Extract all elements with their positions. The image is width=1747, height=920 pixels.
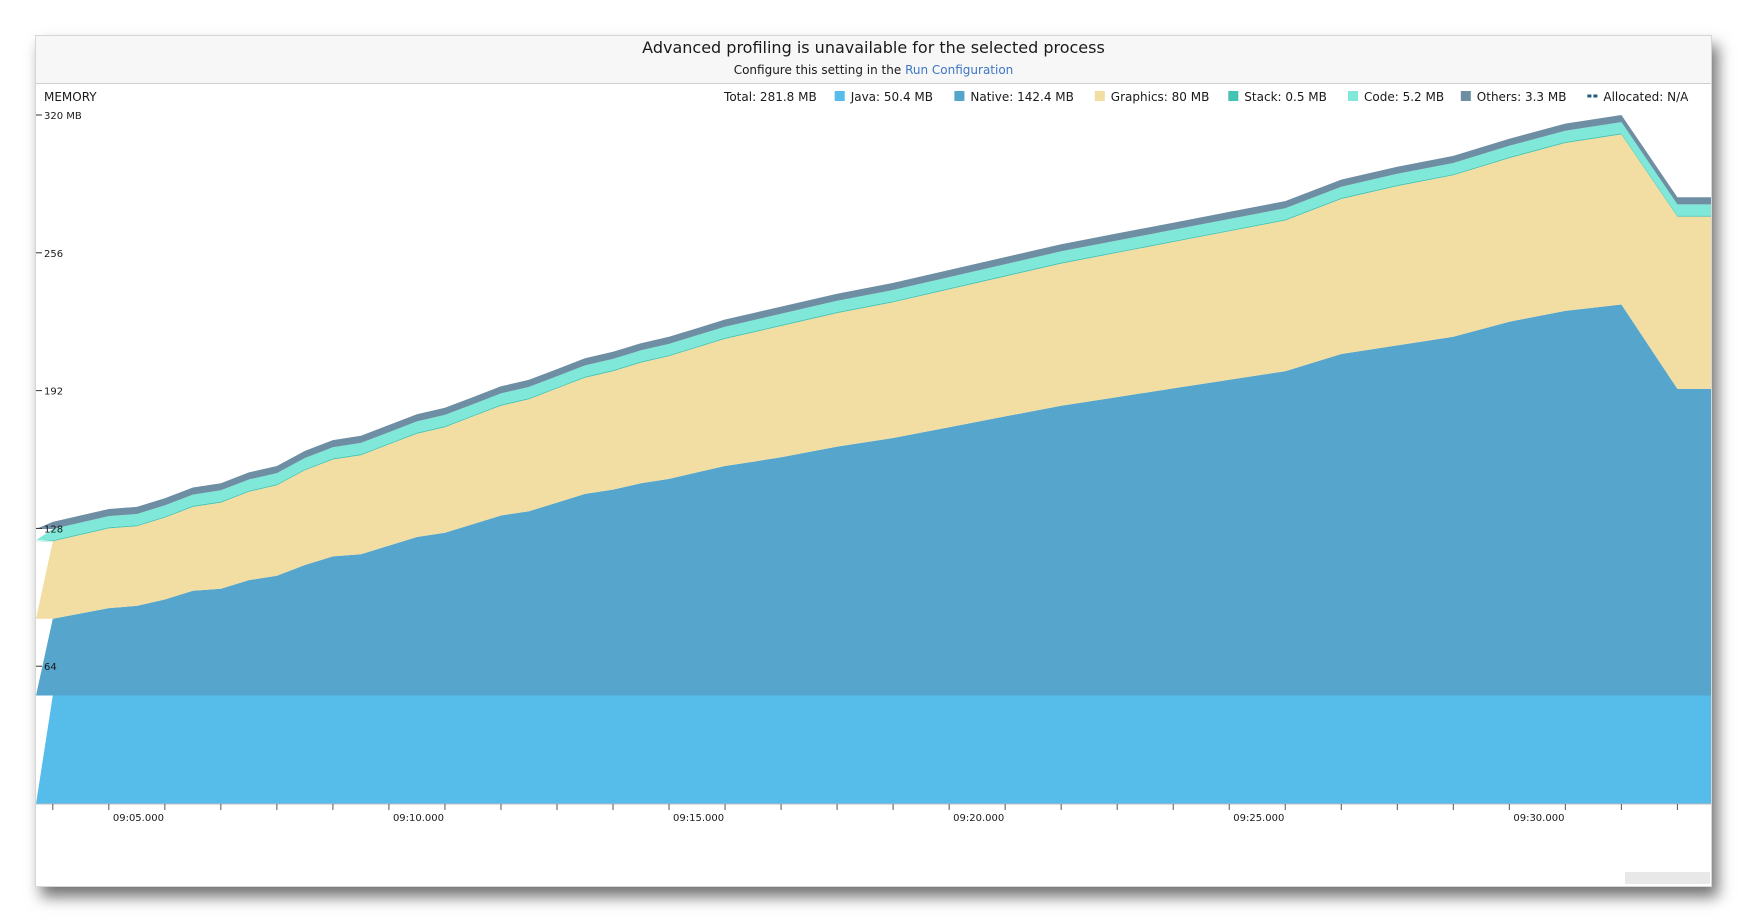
x-tick-label: 09:15.000 <box>673 813 724 824</box>
x-tick-label: 09:10.000 <box>393 813 444 824</box>
legend-item-stack: Stack: 0.5 MB <box>1228 90 1327 104</box>
legend-item-allocated: Allocated: N/A <box>1587 90 1689 104</box>
x-tick-label: 09:25.000 <box>1233 813 1284 824</box>
square-swatch-icon <box>1228 91 1239 101</box>
chart-legend: Total: 281.8 MB Allocated: N/A Others: 3.… <box>723 90 1689 104</box>
square-swatch-icon <box>954 91 965 101</box>
square-swatch-icon <box>1348 91 1358 101</box>
x-tick-label: 09:20.000 <box>953 813 1004 824</box>
legend-item-graphics: Graphics: 80 MB <box>1094 90 1210 104</box>
legend-item-native: Native: 142.4 MB <box>954 90 1074 104</box>
timeline-scrollbar[interactable] <box>1625 872 1710 884</box>
square-swatch-icon <box>1094 91 1105 101</box>
square-swatch-icon <box>834 91 845 101</box>
banner-subtitle-text: Configure this setting in the <box>733 63 902 77</box>
y-axis: 64 128 192 256 320 MB <box>36 111 82 673</box>
legend-item-label: Graphics: 80 MB <box>1111 90 1210 104</box>
banner-title: Advanced profiling is unavailable for th… <box>642 38 1105 57</box>
legend-item-others: Others: 3.3 MB <box>1460 90 1567 104</box>
legend-item-java: Java: 50.4 MB <box>834 90 933 104</box>
area-graphics <box>36 134 1711 619</box>
legend-item-label: Stack: 0.5 MB <box>1244 90 1327 104</box>
banner-subtitle: Configure this setting in the Run Config… <box>36 63 1711 77</box>
legend-item-label: Native: 142.4 MB <box>970 90 1073 104</box>
legend-item-label: Others: 3.3 MB <box>1477 90 1567 104</box>
area-others <box>36 115 1711 529</box>
area-native <box>36 304 1711 696</box>
memory-areas <box>36 115 1711 804</box>
y-tick-label: 128 <box>44 524 63 535</box>
x-tick-label: 09:30.000 <box>1513 813 1564 824</box>
square-swatch-icon <box>1460 91 1471 101</box>
memory-chart: MEMORY Total: 281.8 MB Allocated: N/A Oth… <box>36 90 1711 884</box>
legend-item-code: Code: 5.2 MB <box>1348 90 1444 104</box>
profiling-unavailable-banner: Advanced profiling is unavailable for th… <box>36 36 1711 84</box>
legend-item-label: Allocated: N/A <box>1603 90 1689 104</box>
y-tick-label: 192 <box>44 387 63 398</box>
area-code <box>36 122 1711 541</box>
x-axis: 09:05.000 09:10.000 09:15.000 09:20.000 09:2… <box>36 803 1711 824</box>
y-tick-label: 64 <box>44 662 57 673</box>
legend-total: Total: 281.8 MB <box>723 90 817 104</box>
legend-item-label: Java: 50.4 MB <box>850 90 933 104</box>
y-tick-label: 256 <box>44 249 63 260</box>
legend-item-label: Code: 5.2 MB <box>1364 90 1444 104</box>
run-configuration-link[interactable]: Run Configuration <box>905 63 1014 77</box>
area-java <box>36 695 1711 804</box>
y-tick-label: 320 MB <box>44 111 82 122</box>
memory-profiler-window: Advanced profiling is unavailable for th… <box>35 35 1712 887</box>
x-tick-label: 09:05.000 <box>113 813 164 824</box>
chart-title: MEMORY <box>44 90 97 104</box>
